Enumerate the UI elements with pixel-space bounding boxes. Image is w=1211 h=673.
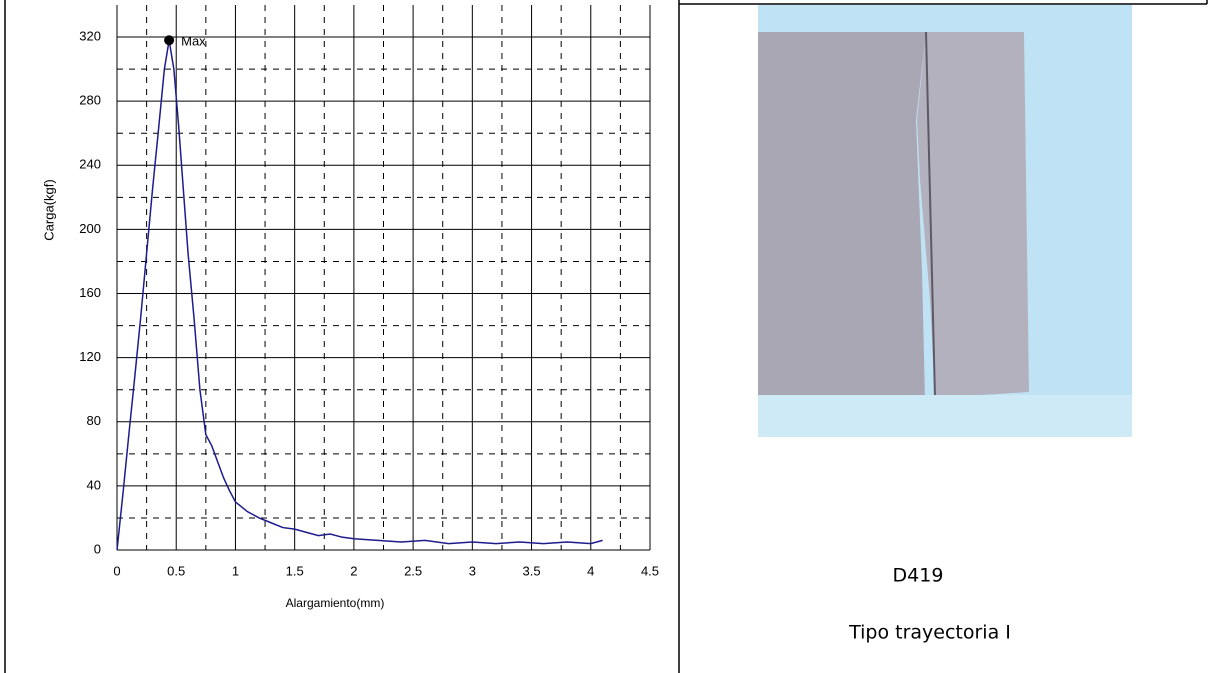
x-tick-label: 2.5 [404, 563, 422, 578]
x-tick-label: 0.5 [167, 563, 185, 578]
y-tick-label: 40 [87, 477, 101, 492]
max-marker [164, 35, 175, 46]
specimen-photo [758, 5, 1132, 437]
x-tick-label: 4.5 [641, 563, 659, 578]
y-tick-label: 200 [79, 221, 101, 236]
x-tick-label: 0 [113, 563, 120, 578]
x-tick-label: 3 [469, 563, 476, 578]
table-borders [4, 0, 1208, 673]
x-tick-label: 3.5 [523, 563, 541, 578]
x-axis-title: Alargamiento(mm) [286, 596, 385, 610]
y-tick-label: 280 [79, 93, 101, 108]
x-tick-label: 2 [350, 563, 357, 578]
x-tick-label: 4 [587, 563, 594, 578]
y-tick-label: 320 [79, 28, 101, 43]
x-tick-label: 1 [232, 563, 239, 578]
annotation: Max [181, 34, 206, 49]
x-tick-label: 1.5 [286, 563, 304, 578]
caption: Tipo trayectoria I [848, 622, 1011, 644]
y-tick-label: 120 [79, 349, 101, 364]
y-tick-label: 0 [94, 541, 101, 556]
y-tick-label: 240 [79, 157, 101, 172]
specimen-id: D419 [893, 565, 944, 587]
load-curve [116, 40, 603, 551]
y-axis-title: Carga(kgf) [41, 179, 56, 240]
y-tick-label: 80 [87, 413, 101, 428]
y-tick-label: 160 [79, 285, 101, 300]
